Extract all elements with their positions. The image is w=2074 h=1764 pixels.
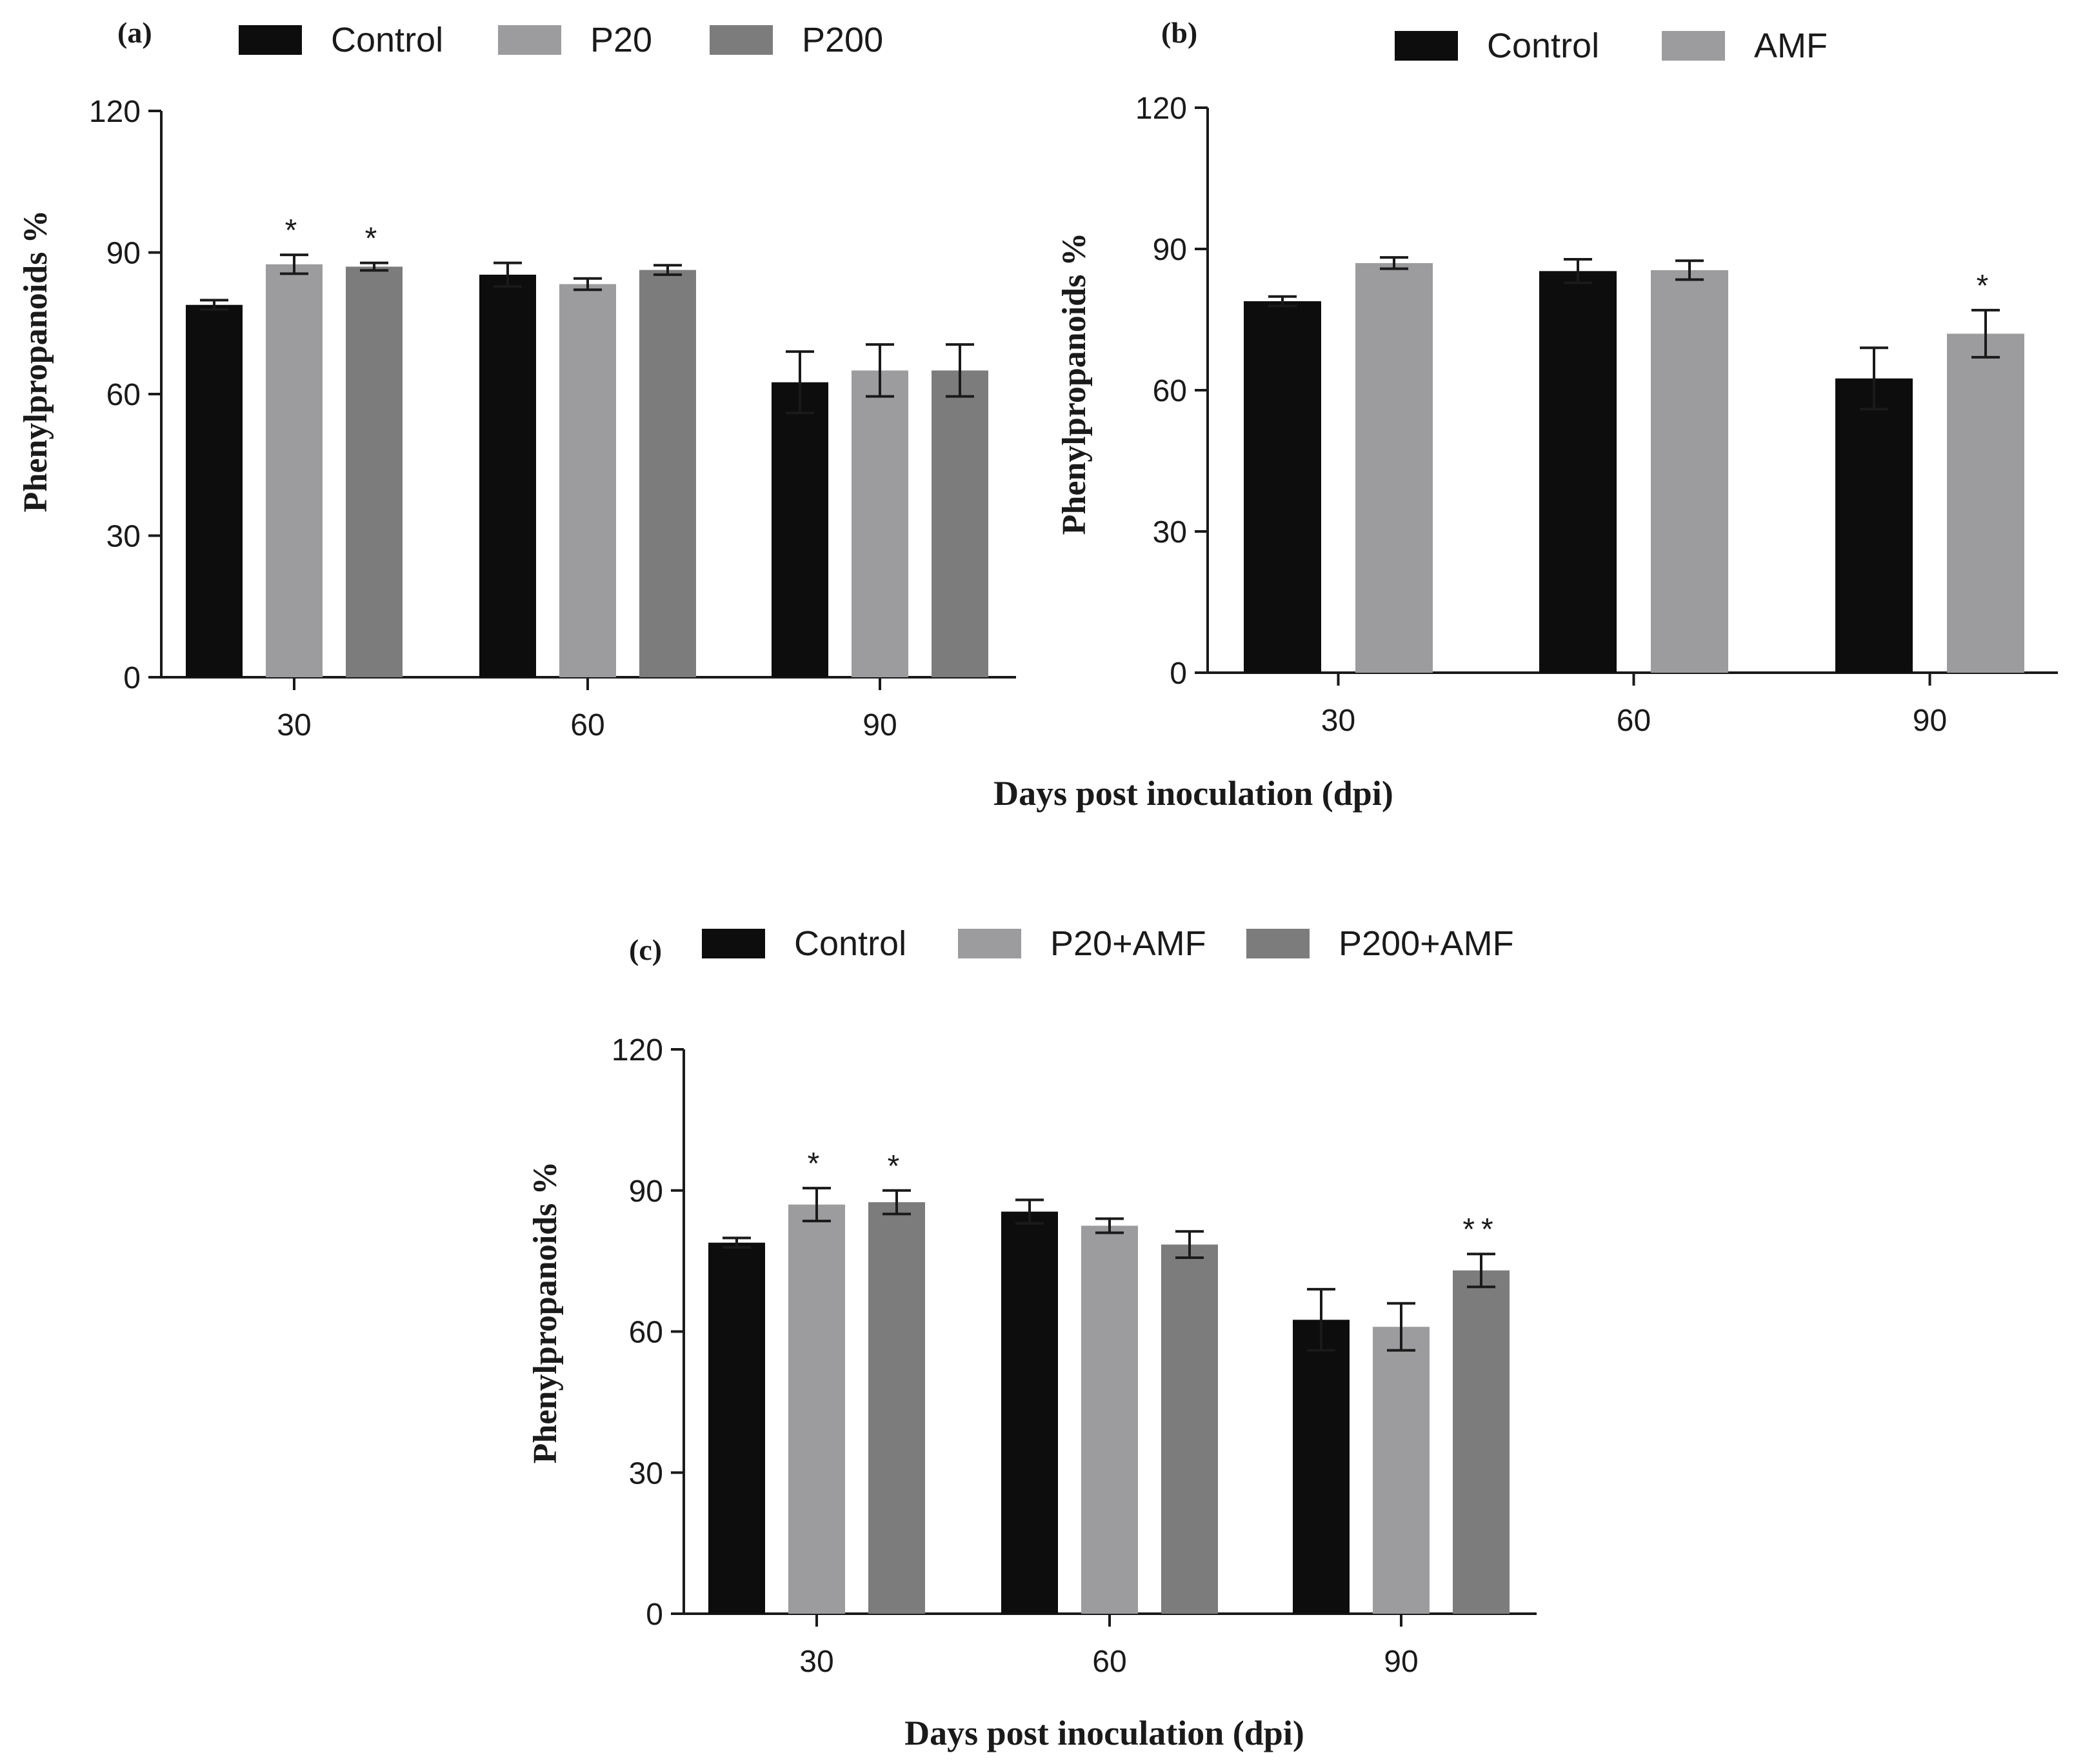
legend-b: Control AMF [1395,26,1828,65]
x-axis-label-top: Days post inoculation (dpi) [993,774,1393,813]
bars-a: * * [186,213,988,678]
bar-amf-90 [1947,333,2024,673]
bar-p200-30 [346,266,403,677]
significance-mark: ** [1462,1213,1499,1247]
y-tick-label: 90 [1153,233,1187,267]
significance-mark: * [285,213,304,248]
bar-control-60 [1539,271,1617,673]
y-tick-label: 60 [629,1316,663,1350]
y-axis-label-c: Phenylpropanoids % [527,1162,564,1464]
y-tick-label: 0 [646,1598,663,1632]
y-tick-label: 120 [1135,92,1187,126]
bars-b: * [1244,256,2024,673]
legend-label: P200 [802,21,883,59]
legend-a: Control P20 P200 [239,21,883,59]
bar-control-30 [1244,301,1321,673]
y-tick-label: 30 [106,520,141,554]
x-tick-label: 60 [1092,1645,1126,1679]
y-tick-label: 120 [89,95,141,129]
bar-p20-amf-90 [1373,1327,1430,1614]
bar-control-60 [479,274,536,678]
bar-p20-amf-60 [1081,1225,1138,1614]
y-axis-label-b: Phenylpropanoids % [1056,233,1093,535]
bar-amf-60 [1651,270,1728,673]
bar-control-90 [772,382,828,677]
x-tick-label: 60 [1617,704,1651,738]
bar-p200-60 [639,270,696,677]
bar-p200-amf-90 [1453,1270,1510,1614]
legend-swatch [1662,31,1725,61]
bar-amf-30 [1355,263,1433,673]
panel-label-a: (a) [117,16,152,49]
x-tick-label: 30 [1321,704,1355,738]
x-tick-label: 30 [799,1645,833,1679]
bar-p20-60 [559,284,616,677]
legend-swatch [498,25,561,55]
bar-p200-90 [932,370,988,677]
legend-swatch [1246,929,1310,958]
x-tick-label: 90 [863,708,897,742]
x-tick-label: 60 [570,708,604,742]
legend-swatch [958,929,1021,958]
y-tick-label: 90 [629,1174,663,1209]
y-tick-label: 30 [1153,515,1187,550]
panel-b: (b) Control AMF 0 30 60 90 120 30 60 90 * Phenyl… [1056,16,2058,738]
axes-a: 0 30 60 90 120 30 60 90 [89,95,1016,742]
legend-swatch [239,25,302,55]
bar-p20-amf-30 [788,1204,845,1614]
y-tick-label: 90 [106,237,141,271]
legend-label: P200+AMF [1339,924,1514,963]
y-axis-label-a: Phenylpropanoids % [17,210,54,513]
bar-p20-90 [852,370,908,677]
bar-control-30 [708,1242,765,1614]
significance-mark: * [808,1147,826,1181]
panel-c: (c) Control P20+AMF P200+AMF 0 30 60 90 120 30 6… [527,924,1537,1752]
legend-swatch [710,25,773,55]
bar-p200-amf-30 [868,1202,925,1614]
axes-b: 0 30 60 90 120 30 60 90 [1135,92,2058,738]
panel-label-b: (b) [1161,16,1197,49]
y-tick-label: 60 [106,378,141,412]
legend-label: P20 [590,21,652,59]
bar-p200-amf-60 [1161,1244,1218,1614]
x-tick-label: 90 [1384,1645,1418,1679]
legend-swatch [1395,31,1458,61]
legend-swatch [702,929,765,958]
bar-p20-30 [266,264,323,678]
y-tick-label: 120 [612,1033,663,1067]
x-axis-label-c: Days post inoculation (dpi) [904,1714,1304,1752]
y-tick-label: 0 [123,661,141,695]
legend-label: P20+AMF [1050,924,1206,963]
x-tick-label: 30 [277,708,311,742]
legend-c: Control P20+AMF P200+AMF [702,924,1514,963]
axes-c: 0 30 60 90 120 30 60 90 [612,1033,1537,1679]
significance-mark: * [1977,269,1995,303]
significance-mark: * [888,1149,906,1184]
bar-control-90 [1835,378,1913,673]
x-tick-label: 90 [1913,704,1947,738]
y-tick-label: 30 [629,1456,663,1491]
panel-label-c: (c) [629,933,662,966]
legend-label: AMF [1754,26,1828,65]
y-tick-label: 60 [1153,374,1187,408]
bar-control-90 [1293,1320,1350,1614]
legend-label: Control [1487,26,1599,65]
bar-control-30 [186,304,243,678]
significance-mark: * [365,222,384,256]
bar-control-60 [1001,1211,1058,1614]
legend-label: Control [331,21,443,59]
bars-c: * *** [708,1147,1510,1614]
legend-label: Control [794,924,906,963]
y-tick-label: 0 [1170,657,1187,691]
